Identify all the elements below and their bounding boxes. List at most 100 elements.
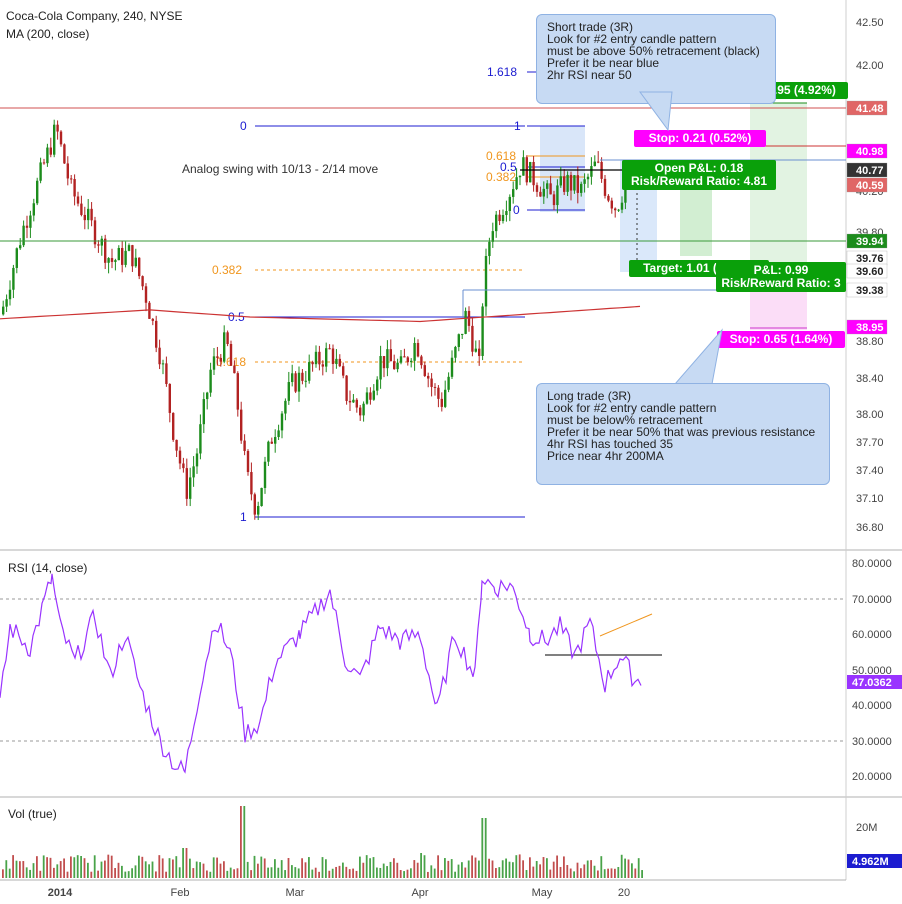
candle-body [325,348,328,367]
candle-body [158,347,161,365]
long-pl-tag: P&L: 0.99 [754,263,809,277]
open-pl-tag-bg [622,160,776,190]
volume-bar [518,854,521,878]
short-stop-tag: Stop: 0.21 (0.52%) [649,131,752,145]
volume-bar [399,870,402,878]
volume-bar [25,867,28,878]
candle-body [182,463,185,469]
note-line: Price near 4hr 200MA [547,449,664,463]
fib-level-label: 0.5 [228,310,245,324]
candle-body [406,357,409,363]
candle-body [338,358,341,367]
volume-bar [508,861,511,878]
volume-bar [362,862,365,878]
candle-body [107,258,110,263]
volume-bar [359,856,361,878]
volume-bar [597,870,599,878]
candle-body [46,147,49,164]
rsi-tick-label: 40.0000 [852,700,892,712]
candle-body [175,439,178,451]
volume-bar [219,863,222,878]
candle-body [318,351,321,365]
candle-body [243,440,246,451]
volume-bar [382,863,385,878]
price-badge: 39.76 [856,253,884,265]
candle-body [580,183,583,193]
long-stop-zone [750,290,807,330]
volume-bar [138,855,140,878]
volume-bar [529,857,531,878]
volume-bar [461,862,463,878]
volume-bar [127,871,130,878]
volume-bar [505,858,507,878]
volume-bar [311,869,314,878]
volume-bar [376,867,378,878]
rsi-tick-label: 80.0000 [852,558,892,570]
volume-bar [104,860,106,878]
price-tick-label: 37.10 [856,493,884,505]
candle-body [124,250,127,265]
candle-body [138,257,141,277]
volume-bar [155,871,157,878]
candle-body [382,356,386,369]
candle-body [165,363,168,384]
volume-bar [294,867,297,878]
candle-body [569,174,573,191]
candle-body [420,356,423,366]
volume-bar [481,818,484,878]
price-badge: 41.48 [856,103,884,115]
volume-bar [209,871,212,878]
candle-body [19,245,22,249]
candle-body [491,231,494,242]
volume-bar [90,871,93,878]
volume-bar [617,866,620,878]
volume-bar [532,866,535,878]
volume-bar [80,855,82,878]
long-trade-note[interactable]: Long trade (3R) Look for #2 entry candle… [536,383,830,485]
rsi-panel [0,573,642,774]
volume-bar [148,864,150,878]
volume-bar [236,868,239,878]
price-badge: 38.95 [856,322,884,334]
candle-body [277,430,280,438]
candle-body [233,365,236,374]
volume-label: Vol (true) [8,807,57,821]
volume-bar [447,860,450,878]
candle-body [345,375,348,401]
volume-bar [151,861,154,878]
volume-bar [501,860,504,878]
candle-body [12,267,15,290]
candle-body [206,392,209,400]
candle-body [355,399,358,408]
volume-bar [22,861,25,878]
candle-body [131,245,134,267]
volume-bar [63,858,65,878]
candle-body [32,203,35,216]
volume-bar [233,869,235,878]
volume-bar [274,859,276,878]
volume-bar [586,860,589,878]
note-line: Prefer it be near blue [547,56,660,70]
candle-body [301,372,304,381]
open-pl-tag: Open P&L: 0.18 [655,161,744,175]
fib-level-label: 1 [514,119,521,133]
candle-body [90,208,93,221]
rsi-line [0,573,642,774]
candle-body [450,357,454,377]
candle-body [573,175,576,191]
short-trade-note[interactable]: Short trade (3R) Look for #2 entry candl… [536,14,776,104]
volume-bar [240,806,242,878]
candle-body [369,392,372,400]
candle-body [457,334,460,347]
short-stop-tag-bg [634,130,766,147]
volume-bar [416,862,419,878]
candle-body [484,256,488,307]
volume-bar [430,865,433,878]
volume-bar [124,871,127,878]
candle-body [49,147,52,155]
candle-body [593,161,596,167]
note-line: Short trade (3R) [547,20,634,34]
volume-bar [403,871,405,878]
